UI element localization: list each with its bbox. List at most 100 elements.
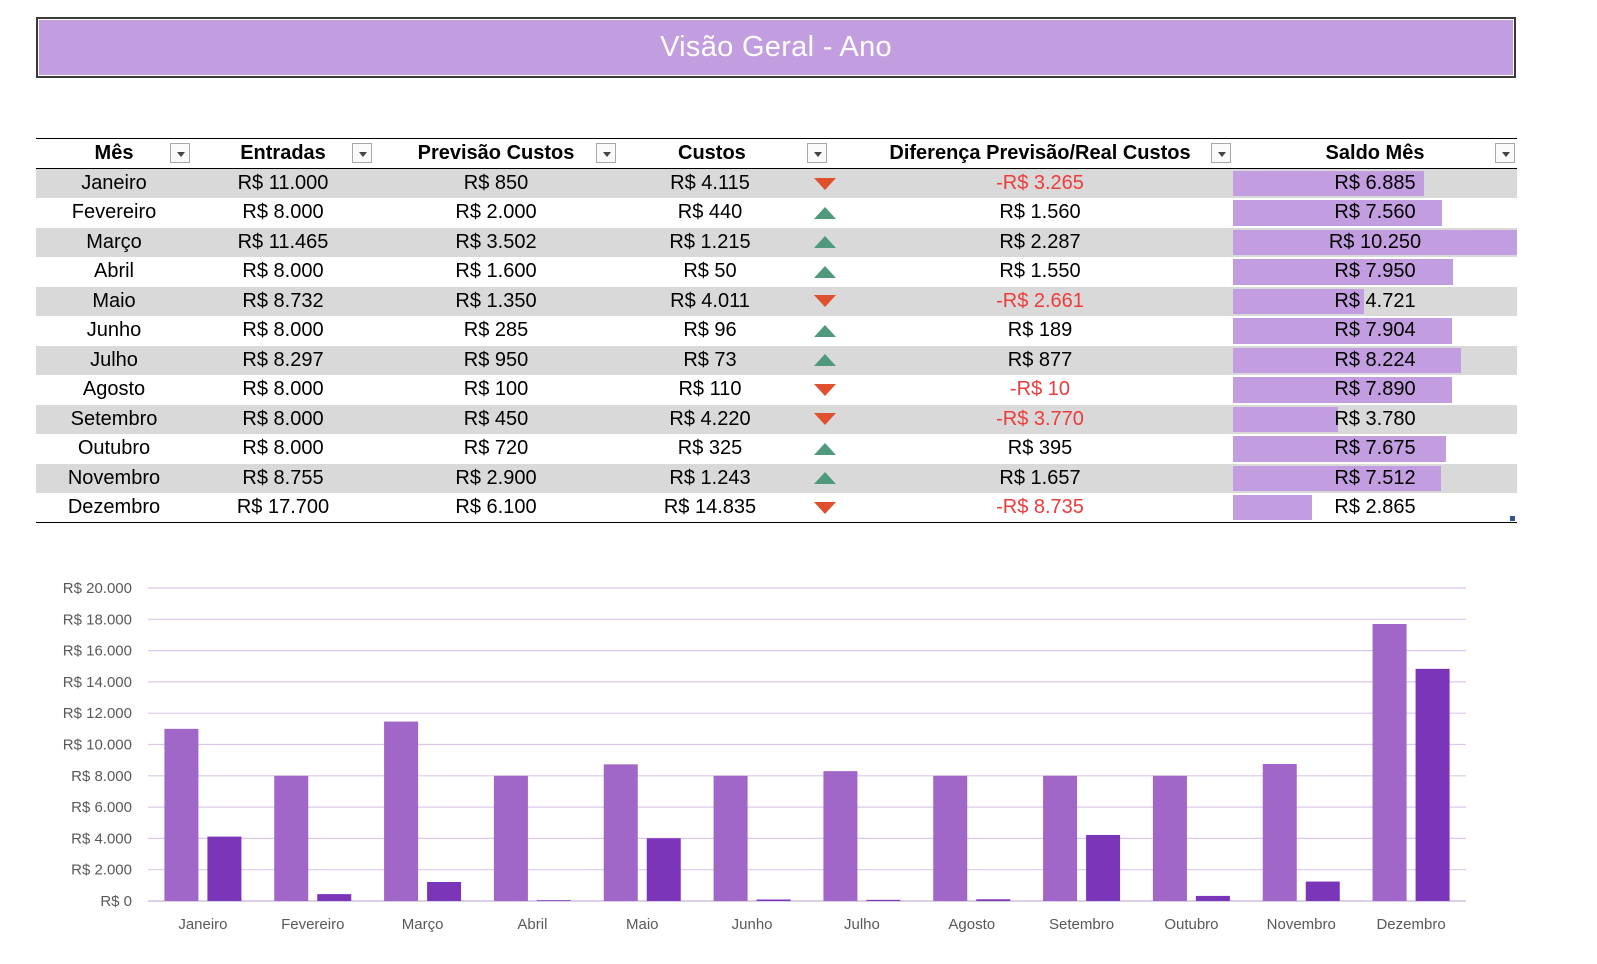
cell-previsao: R$ 2.900 <box>374 463 618 493</box>
cell-entradas: R$ 8.000 <box>192 316 374 346</box>
cell-mes: Novembro <box>36 463 192 493</box>
cell-entradas: R$ 8.000 <box>192 434 374 464</box>
saldo-value: R$ 4.721 <box>1334 289 1416 312</box>
cell-previsao: R$ 850 <box>374 168 618 198</box>
table-resize-handle[interactable] <box>1510 516 1515 521</box>
page-title: Visão Geral - Ano <box>660 31 892 63</box>
title-banner: Visão Geral - Ano <box>36 17 1516 78</box>
monthly-overview-table: Mês Entradas Previsão Custos Custos Dife… <box>36 138 1518 523</box>
filter-dropdown-entradas[interactable] <box>352 143 372 163</box>
bar-entradas <box>933 775 968 901</box>
table-row: Janeiro R$ 11.000 R$ 850 R$ 4.115 -R$ 3.265 R… <box>36 168 1518 198</box>
y-tick-label: R$ 0 <box>100 893 132 910</box>
table-row: Fevereiro R$ 8.000 R$ 2.000 R$ 440 R$ 1.560 R… <box>36 198 1518 228</box>
y-tick-label: R$ 4.000 <box>71 830 132 847</box>
saldo-databar <box>1233 229 1518 255</box>
cell-saldo: R$ 10.250 <box>1233 227 1518 257</box>
bar-custos <box>536 900 571 901</box>
cell-diferenca: R$ 395 <box>847 434 1234 464</box>
cell-entradas: R$ 8.000 <box>192 404 374 434</box>
cell-trend <box>802 434 848 464</box>
x-tick-label: Abril <box>517 916 547 933</box>
cell-previsao: R$ 1.600 <box>374 257 618 287</box>
bar-entradas <box>274 775 309 901</box>
filter-dropdown-previsao[interactable] <box>596 143 616 163</box>
y-tick-label: R$ 20.000 <box>63 580 132 597</box>
cell-diferenca: -R$ 10 <box>847 375 1234 405</box>
cell-entradas: R$ 17.700 <box>192 493 374 523</box>
cell-previsao: R$ 100 <box>374 375 618 405</box>
cell-mes: Maio <box>36 286 192 316</box>
x-tick-label: Janeiro <box>178 916 227 933</box>
saldo-value: R$ 10.250 <box>1328 230 1422 253</box>
bar-entradas <box>384 721 419 901</box>
bar-custos <box>1415 668 1450 901</box>
header-entradas: Entradas <box>192 138 374 169</box>
filter-dropdown-saldo[interactable] <box>1495 143 1516 163</box>
cell-trend <box>802 345 848 375</box>
header-diferenca-label: Diferença Previsão/Real Custos <box>889 142 1191 164</box>
cell-saldo: R$ 2.865 <box>1233 493 1518 523</box>
saldo-databar <box>1233 347 1461 373</box>
x-tick-label: Maio <box>626 916 659 933</box>
table-row: Março R$ 11.465 R$ 3.502 R$ 1.215 R$ 2.287 R$… <box>36 227 1518 257</box>
header-custos: Custos <box>618 138 848 169</box>
header-custos-label: Custos <box>678 142 746 164</box>
x-tick-label: Dezembro <box>1376 916 1445 933</box>
bar-chart: R$ 0 R$ 2.000 R$ 4.000 R$ 6.000 R$ 8.000 R$ 1… <box>63 580 1466 933</box>
header-saldo-label: Saldo Mês <box>1325 142 1425 164</box>
cell-custos: R$ 325 <box>618 434 802 464</box>
x-tick-label: Setembro <box>1049 916 1114 933</box>
saldo-value: R$ 7.950 <box>1334 260 1416 283</box>
cell-entradas: R$ 8.000 <box>192 375 374 405</box>
bar-custos <box>1195 895 1230 901</box>
saldo-databar <box>1233 436 1446 462</box>
filter-dropdown-diferenca[interactable] <box>1211 143 1232 163</box>
header-previsao-label: Previsão Custos <box>417 142 575 164</box>
cell-entradas: R$ 8.000 <box>192 257 374 287</box>
cell-entradas: R$ 8.755 <box>192 463 374 493</box>
cell-custos: R$ 50 <box>618 257 802 287</box>
cell-mes: Janeiro <box>36 168 192 198</box>
saldo-value: R$ 7.904 <box>1334 319 1416 342</box>
bar-custos <box>1086 834 1121 901</box>
trend-up-icon <box>813 324 836 337</box>
cell-previsao: R$ 950 <box>374 345 618 375</box>
saldo-databar <box>1233 465 1442 491</box>
cell-trend <box>802 286 848 316</box>
cell-custos: R$ 4.220 <box>618 404 802 434</box>
cell-diferenca: R$ 1.560 <box>847 198 1234 228</box>
cell-entradas: R$ 8.297 <box>192 345 374 375</box>
x-tick-label: Outubro <box>1164 916 1218 933</box>
cell-diferenca: R$ 2.287 <box>847 227 1234 257</box>
bar-custos <box>866 899 901 901</box>
table-row: Maio R$ 8.732 R$ 1.350 R$ 4.011 -R$ 2.661 R$ … <box>36 286 1518 316</box>
cell-diferenca: -R$ 3.770 <box>847 404 1234 434</box>
trend-up-icon <box>813 265 836 278</box>
cell-previsao: R$ 285 <box>374 316 618 346</box>
saldo-databar <box>1233 288 1364 314</box>
table-row: Abril R$ 8.000 R$ 1.600 R$ 50 R$ 1.550 R$ 7.9… <box>36 257 1518 287</box>
cell-diferenca: -R$ 3.265 <box>847 168 1234 198</box>
header-entradas-label: Entradas <box>240 142 326 164</box>
cell-mes: Abril <box>36 257 192 287</box>
saldo-databar <box>1233 495 1313 520</box>
saldo-databar <box>1233 377 1452 403</box>
trend-down-icon <box>813 413 836 426</box>
table-row: Setembro R$ 8.000 R$ 450 R$ 4.220 -R$ 3.770 R… <box>36 404 1518 434</box>
cell-custos: R$ 1.215 <box>618 227 802 257</box>
cell-custos: R$ 4.115 <box>618 168 802 198</box>
cell-mes: Julho <box>36 345 192 375</box>
saldo-value: R$ 3.780 <box>1334 407 1416 430</box>
saldo-databar <box>1233 259 1454 285</box>
cell-trend <box>802 375 848 405</box>
cell-previsao: R$ 2.000 <box>374 198 618 228</box>
cell-mes: Dezembro <box>36 493 192 523</box>
filter-dropdown-mes[interactable] <box>170 143 190 163</box>
cell-previsao: R$ 6.100 <box>374 493 618 523</box>
cell-saldo: R$ 4.721 <box>1233 286 1518 316</box>
filter-dropdown-custos[interactable] <box>807 143 828 163</box>
bar-entradas <box>823 771 858 901</box>
cell-custos: R$ 1.243 <box>618 463 802 493</box>
saldo-databar <box>1233 318 1452 344</box>
